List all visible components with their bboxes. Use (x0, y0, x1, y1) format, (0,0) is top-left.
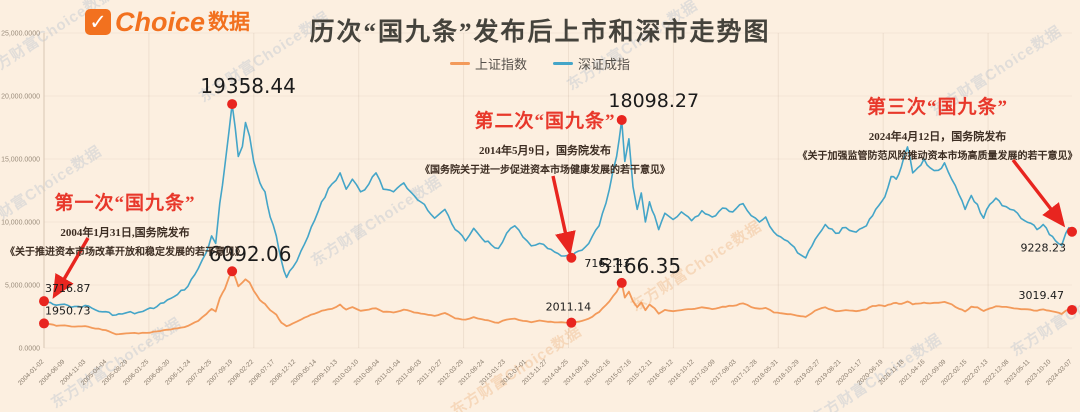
szse-line-swatch (553, 62, 573, 65)
logo-suffix: 数据 (208, 10, 251, 34)
chart-title: 历次“国九条”发布后上市和深市走势图 (309, 19, 771, 46)
svg-text:15,000.0000: 15,000.0000 (1, 157, 40, 164)
svg-text:6092.06: 6092.06 (209, 242, 292, 266)
sse-legend-label: 上证指数 (474, 57, 527, 72)
svg-text:5,000.0000: 5,000.0000 (5, 283, 40, 290)
svg-text:25,000.0000: 25,000.0000 (1, 31, 40, 38)
legend-item-szse[interactable]: 深证成指 (553, 54, 630, 73)
sse-line-swatch (449, 62, 470, 65)
svg-text:1950.73: 1950.73 (45, 304, 91, 317)
svg-text:3019.47: 3019.47 (1019, 289, 1065, 302)
legend: 上证指数 深证成指 (0, 54, 1080, 73)
szse-legend-label: 深证成指 (578, 57, 631, 72)
legend-item-sse[interactable]: 上证指数 (449, 54, 527, 73)
choice-logo: ✓ Choice 数据 (85, 7, 250, 37)
svg-text:7162.43: 7162.43 (584, 257, 630, 270)
svg-text:18098.27: 18098.27 (608, 90, 699, 112)
logo-text: Choice (115, 6, 206, 37)
svg-text:3716.87: 3716.87 (45, 282, 91, 295)
svg-text:2011.14: 2011.14 (546, 301, 592, 314)
check-icon: ✓ (85, 9, 111, 35)
svg-text:5166.35: 5166.35 (598, 254, 681, 278)
svg-text:9228.23: 9228.23 (1021, 242, 1067, 255)
svg-text:19358.44: 19358.44 (200, 74, 295, 98)
svg-text:0.0000: 0.0000 (19, 346, 41, 353)
svg-text:20,000.0000: 20,000.0000 (1, 94, 40, 101)
svg-text:10,000.0000: 10,000.0000 (1, 220, 40, 227)
